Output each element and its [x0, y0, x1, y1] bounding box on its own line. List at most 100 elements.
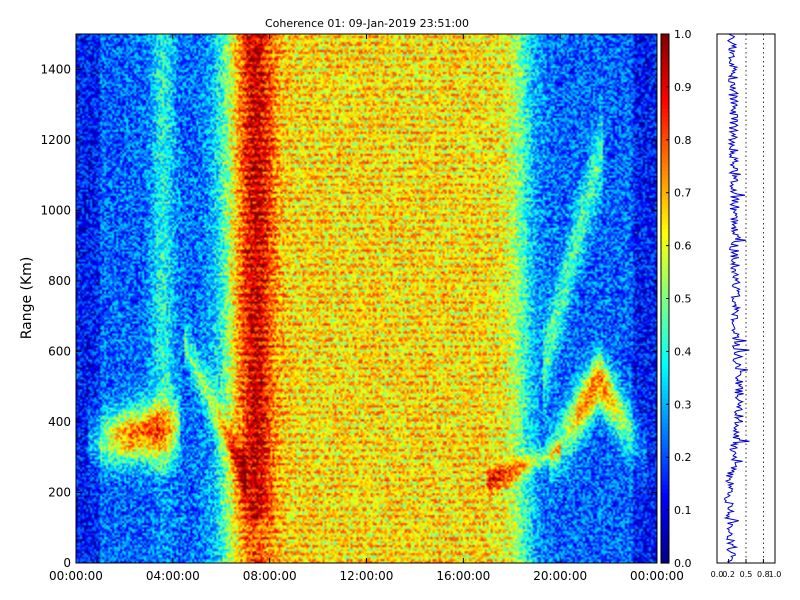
- colorbar-swatch: [661, 219, 669, 225]
- colorbar-swatch: [661, 381, 669, 386]
- colorbar-swatch: [661, 141, 669, 147]
- profile-reference-lines: [745, 34, 764, 563]
- colorbar-swatch: [661, 157, 669, 163]
- chart-title: Coherence 01: 09-Jan-2019 23:51:00: [265, 17, 469, 30]
- profile-frame: [716, 33, 776, 564]
- coherence-heatmap: [76, 34, 657, 563]
- colorbar-swatch: [661, 397, 669, 403]
- colorbar-swatch: [661, 488, 669, 494]
- colorbar-swatch: [661, 554, 669, 560]
- colorbar-swatch: [661, 87, 669, 93]
- colorbar-swatch: [661, 385, 669, 391]
- colorbar-swatch: [661, 463, 669, 469]
- colorbar-swatch: [661, 75, 669, 81]
- colorbar-swatch: [661, 50, 669, 56]
- colorbar-swatch: [661, 257, 669, 262]
- y-tick-label: 800: [48, 274, 71, 288]
- colorbar-tick-label: 0.9: [674, 81, 692, 94]
- colorbar-swatch: [661, 232, 669, 238]
- colorbar-swatch: [661, 91, 669, 97]
- colorbar-swatch: [661, 265, 669, 271]
- colorbar-swatch: [661, 137, 669, 143]
- colorbar-swatch: [661, 517, 669, 523]
- colorbar-swatch: [661, 277, 669, 283]
- colorbar-swatch: [661, 273, 669, 279]
- colorbar-swatch: [661, 496, 669, 502]
- colorbar-swatch: [661, 191, 669, 196]
- colorbar-swatch: [661, 410, 669, 415]
- colorbar-tick-label: 0.3: [674, 398, 692, 411]
- colorbar-swatch: [661, 430, 669, 436]
- y-tick-label: 0: [63, 556, 71, 570]
- colorbar-swatch: [661, 34, 669, 39]
- colorbar-swatch: [661, 422, 669, 428]
- colorbar-swatch: [661, 120, 669, 126]
- colorbar-swatch: [661, 116, 669, 122]
- colorbar-tick-label: 0.8: [674, 134, 692, 147]
- colorbar-swatch: [661, 42, 669, 47]
- colorbar-swatch: [661, 550, 669, 556]
- colorbar-swatch: [661, 335, 669, 341]
- x-tick-label: 00:00:00: [49, 569, 103, 583]
- colorbar-swatch: [661, 418, 669, 424]
- colorbar-swatch: [661, 505, 669, 510]
- colorbar-swatch: [661, 393, 669, 399]
- x-tick-label: 00:00:00: [630, 569, 684, 583]
- colorbar-swatch: [661, 95, 669, 101]
- colorbar-swatch: [661, 472, 669, 477]
- colorbar-swatch: [661, 348, 669, 353]
- colorbar-swatch: [661, 368, 669, 374]
- colorbar-swatch: [661, 538, 669, 543]
- colorbar-swatch: [661, 352, 669, 357]
- colorbar-swatch: [661, 108, 669, 114]
- colorbar-swatch: [661, 389, 669, 395]
- colorbar-swatch: [661, 104, 669, 109]
- colorbar-swatch: [661, 290, 669, 295]
- profile-x-axis: 0.00.2 0.5 0.81.0: [711, 559, 781, 579]
- colorbar-tick-label: 0.2: [674, 451, 692, 464]
- colorbar-swatch: [661, 521, 669, 527]
- colorbar-swatch: [661, 228, 669, 233]
- colorbar-swatch: [661, 455, 669, 461]
- colorbar-tick-label: 0.5: [674, 293, 692, 306]
- colorbar-swatch: [661, 58, 669, 64]
- colorbar-swatch: [661, 306, 669, 312]
- colorbar-swatch: [661, 484, 669, 490]
- colorbar-swatch: [661, 525, 669, 531]
- colorbar-swatch: [661, 319, 669, 324]
- colorbar-swatch: [661, 558, 669, 564]
- colorbar-swatch: [661, 343, 669, 349]
- colorbar-swatch: [661, 54, 669, 60]
- colorbar-swatch: [661, 546, 669, 552]
- colorbar-swatch: [661, 83, 669, 89]
- colorbar-swatch: [661, 459, 669, 465]
- colorbar-swatch: [661, 426, 669, 432]
- heatmap-raster: [76, 34, 657, 563]
- x-tick-label: 20:00:00: [533, 569, 587, 583]
- colorbar-swatch: [661, 133, 669, 138]
- colorbar-swatch: [661, 327, 669, 333]
- colorbar-swatch: [661, 182, 669, 188]
- x-tick-label: 16:00:00: [436, 569, 490, 583]
- colorbar-swatch: [661, 451, 669, 457]
- colorbar-swatch: [661, 302, 669, 308]
- colorbar-swatch: [661, 38, 669, 43]
- colorbar-swatch: [661, 476, 669, 481]
- y-tick-label: 1000: [40, 203, 71, 217]
- profile-series-line: [723, 33, 750, 564]
- colorbar-swatch: [661, 269, 669, 275]
- colorbar-swatch: [661, 79, 669, 85]
- colorbar-swatch: [661, 100, 669, 105]
- colorbar-swatch: [661, 542, 669, 548]
- x-tick-label: 08:00:00: [243, 569, 297, 583]
- colorbar-swatch: [661, 405, 669, 411]
- y-tick-label: 1200: [40, 133, 71, 147]
- colorbar-swatch: [661, 71, 669, 76]
- x-tick-label: 04:00:00: [146, 569, 200, 583]
- colorbar-swatch: [661, 211, 669, 217]
- profile-x-tick-label: 0.8: [757, 570, 770, 579]
- profile-x-tick-label: 0.2: [722, 570, 735, 579]
- colorbar-swatch: [661, 261, 669, 267]
- colorbar-swatch: [661, 203, 669, 209]
- colorbar-swatch: [661, 145, 669, 151]
